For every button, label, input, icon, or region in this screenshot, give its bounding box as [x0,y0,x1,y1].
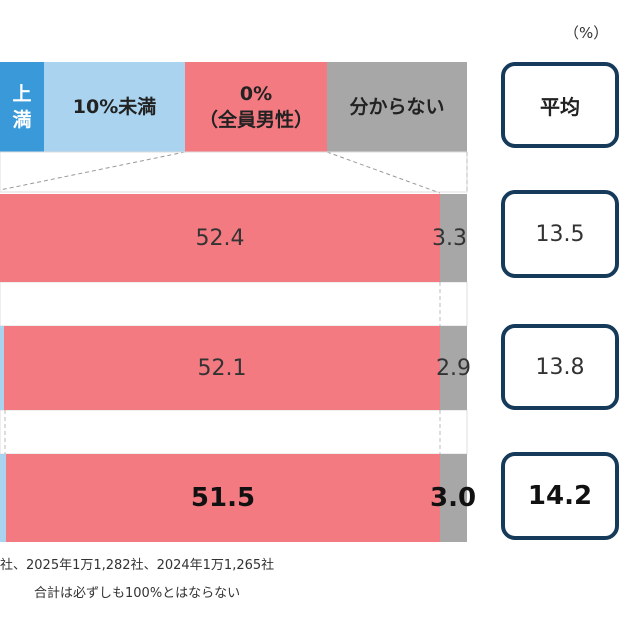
average-value-row2: 13.8 [535,354,585,380]
connector-line [0,151,186,191]
legend-zero-top: 0% [239,83,273,105]
connector-frame [0,151,468,193]
bar-unknown-row2: 2.9 [436,326,471,410]
bar-light-blue-sliver-row3 [0,454,6,542]
legend-over-top: 上 [12,83,32,105]
data-label-unknown-row3: 3.0 [430,483,477,513]
footnote-line2: 合計は必ずしも100%とはならない [34,586,241,601]
data-label-zero-row1: 52.4 [195,225,245,251]
average-box-row2: 13.8 [501,324,619,410]
legend-average-box: 平均 [501,62,619,148]
bar-light-blue-sliver-row2 [0,326,4,410]
legend-zero: 0% （全員男性） [185,62,327,152]
bar-zero-row2: 52.1 [4,326,440,410]
bar-unknown-row3: 3.0 [430,454,476,542]
unit-label: （%） [564,24,609,42]
average-value-row1: 13.5 [535,221,585,247]
bar-zero-row1: 52.4 [0,194,440,282]
legend-unknown-label: 分からない [349,96,445,118]
average-box-row3: 14.2 [501,452,619,540]
bar-zero-row3: 51.5 [6,454,440,542]
average-box-row1: 13.5 [501,190,619,278]
bar-unknown-row1: 3.3 [432,194,467,282]
data-label-zero-row2: 52.1 [197,355,247,381]
average-value-row3: 14.2 [527,481,593,511]
data-label-unknown-row2: 2.9 [436,355,471,381]
data-label-unknown-row1: 3.3 [432,225,467,251]
footnote-line1: 社、2025年1万1,282社、2024年1万1,265社 [0,558,275,573]
legend-unknown: 分からない [327,62,467,152]
connector-line [326,151,441,194]
legend-average-label: 平均 [540,94,580,119]
legend-under10: 10%未満 [44,62,185,152]
legend-under10-label: 10%未満 [72,96,157,118]
legend-over-bottom: 満 [12,109,32,131]
row-gap-frame [0,281,468,327]
row-gap-frame [0,409,468,455]
data-label-zero-row3: 51.5 [190,483,256,513]
legend-zero-bottom: （全員男性） [198,109,313,131]
legend-over-segment: 上 満 [0,62,44,152]
